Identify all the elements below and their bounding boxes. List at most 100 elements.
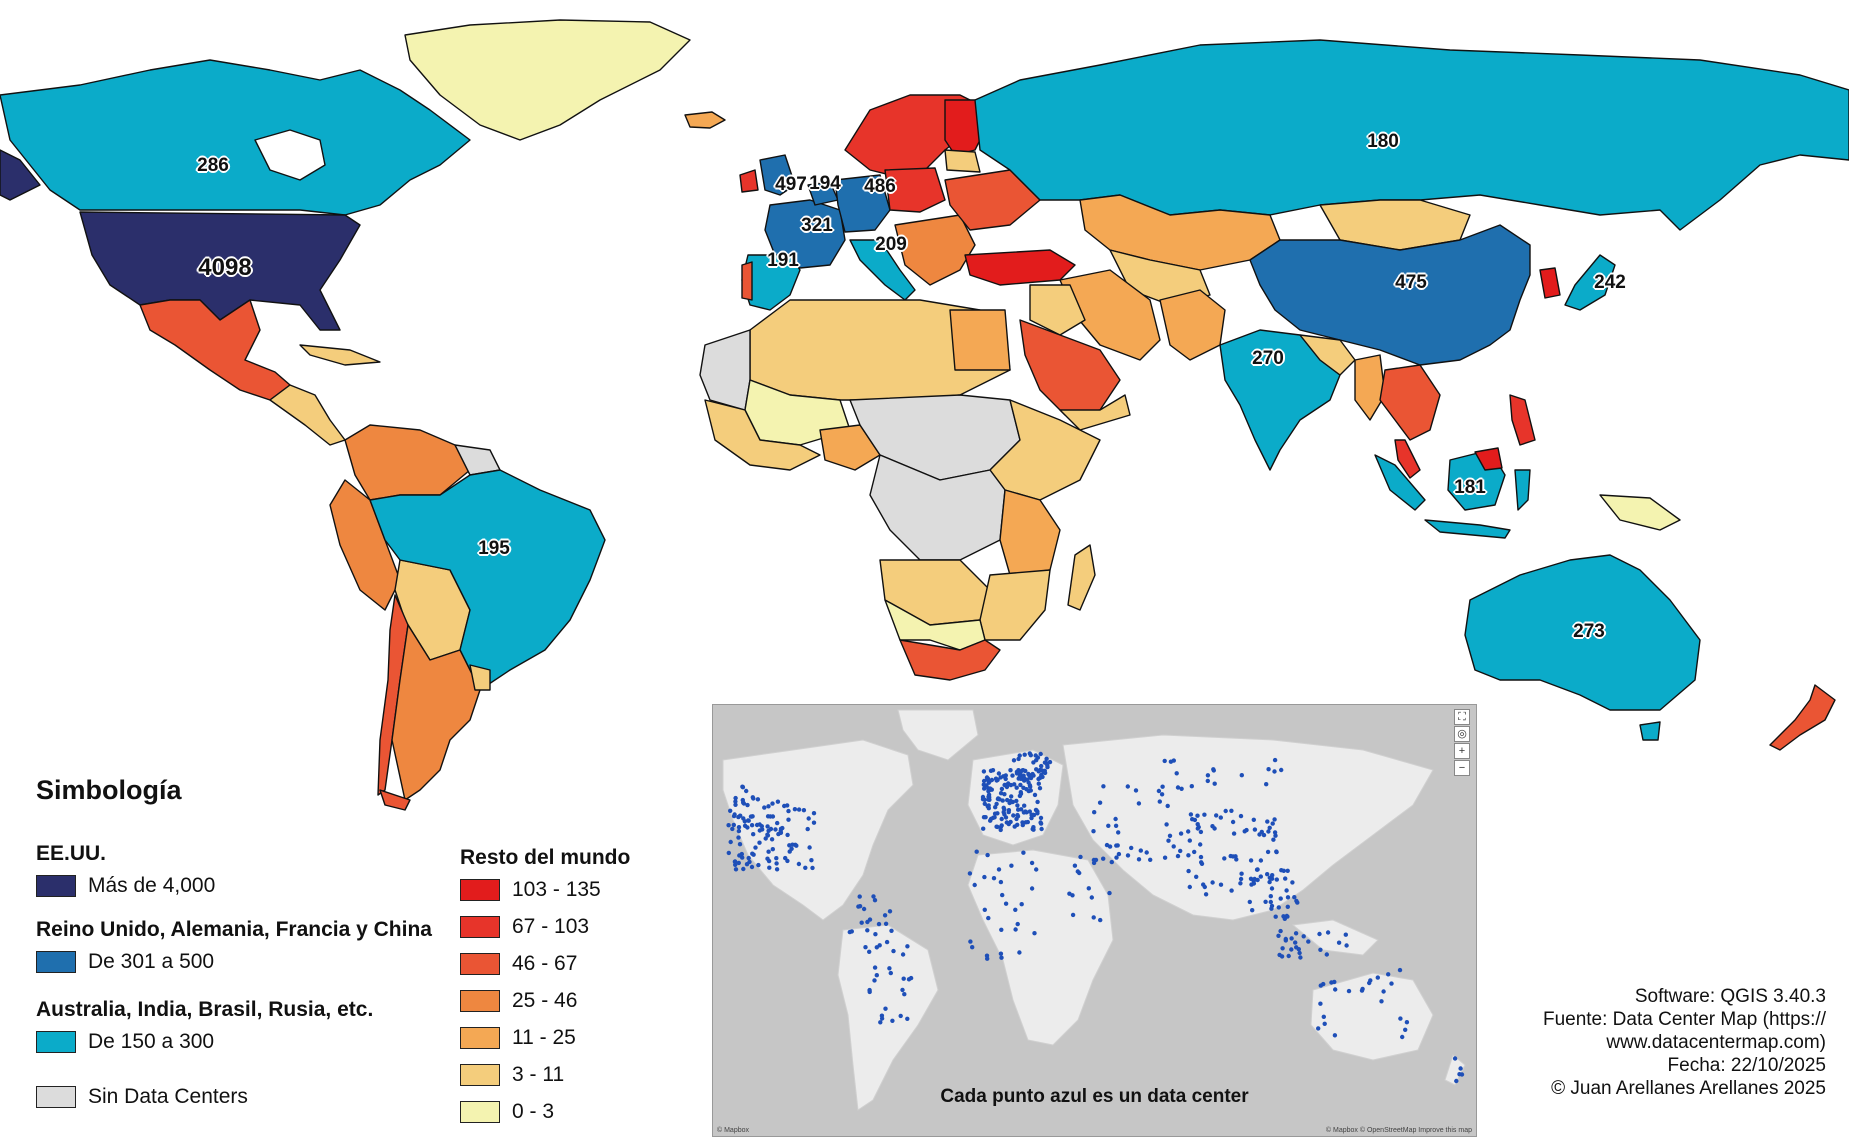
inset-datacenter-dot <box>1098 917 1103 923</box>
baltics-region <box>944 149 981 173</box>
inset-datacenter-dot <box>1188 812 1194 817</box>
inset-datacenter-dot <box>1274 877 1279 882</box>
inset-datacenter-dot <box>908 975 914 981</box>
inset-datacenter-dot <box>1301 934 1306 939</box>
inset-datacenter-dot <box>1198 829 1204 835</box>
legend-rest-label: 103 - 135 <box>512 878 601 901</box>
label-italy: 209 <box>875 234 907 255</box>
inset-datacenter-dot <box>1266 767 1271 772</box>
ireland-region <box>739 169 759 193</box>
inset-datacenter-dot <box>1125 784 1130 789</box>
inset-attribution-right[interactable]: © Mapbox © OpenStreetMap Improve this ma… <box>1325 1127 1472 1134</box>
inset-datacenter-dot <box>1165 803 1170 809</box>
inset-datacenter-dot <box>1015 803 1020 808</box>
inset-datacenter-dot <box>1035 755 1041 760</box>
inset-datacenter-dot <box>865 919 870 925</box>
inset-datacenter-dot <box>902 992 907 997</box>
inset-datacenter-dot <box>775 820 780 826</box>
inset-datacenter-dot <box>786 808 791 814</box>
inset-datacenter-dot <box>766 849 771 854</box>
poland-region <box>884 167 946 213</box>
inset-datacenter-dot <box>1037 775 1043 781</box>
inset-datacenter-dot <box>1013 907 1018 912</box>
label-france: 321 <box>801 215 833 236</box>
inset-datacenter-dot <box>1114 855 1119 860</box>
inset-zoom-out-button[interactable]: − <box>1454 760 1470 776</box>
inset-datacenter-dot <box>1005 797 1010 803</box>
inset-datacenter-dot <box>998 827 1003 833</box>
inset-datacenter-dot <box>1282 916 1287 921</box>
inset-datacenter-dot <box>1269 903 1275 909</box>
inset-datacenter-dot <box>1317 931 1322 937</box>
inset-datacenter-dot <box>1270 873 1275 878</box>
legend-rest-item: 67 - 103 <box>460 915 589 939</box>
gulf-guinea-region <box>704 399 821 471</box>
inset-datacenter-dot <box>744 788 749 794</box>
inset-datacenter-dot <box>1251 881 1257 886</box>
inset-datacenter-dot <box>1010 773 1015 778</box>
inset-datacenter-dot <box>1018 791 1024 796</box>
inset-datacenter-dot <box>1166 838 1171 843</box>
inset-datacenter-dot <box>1404 1020 1410 1025</box>
inset-datacenter-dot <box>1229 808 1234 813</box>
inset-datacenter-dot <box>1244 827 1249 833</box>
inset-datacenter-dot <box>1014 798 1019 804</box>
inset-datacenter-dot <box>1175 853 1181 859</box>
inset-datacenter-dot <box>1047 759 1053 765</box>
inset-datacenter-dot <box>1116 851 1122 857</box>
inset-datacenter-map: ⛶ ◎ + − Cada punto azul es un data cente… <box>712 704 1477 1137</box>
legend: Simbología EE.UU. Más de 4,000 Reino Uni… <box>36 770 676 1123</box>
inset-datacenter-dot <box>1271 837 1276 842</box>
inset-datacenter-dot <box>1078 854 1083 860</box>
label-germany: 486 <box>864 176 896 197</box>
central-america-region <box>269 384 346 446</box>
inset-zoom-in-button[interactable]: + <box>1454 743 1470 759</box>
inset-datacenter-dot <box>1210 880 1215 885</box>
inset-datacenter-dot <box>774 856 779 861</box>
legend-rest-item: 3 - 11 <box>460 1063 564 1087</box>
inset-datacenter-dot <box>726 850 731 856</box>
cuba-region <box>299 344 381 366</box>
inset-datacenter-dot <box>1321 1014 1326 1019</box>
inset-datacenter-dot <box>1318 983 1323 988</box>
credits-software: Software: QGIS 3.40.3 <box>1634 986 1826 1007</box>
inset-datacenter-dot <box>974 849 979 854</box>
legend-swatch-rest <box>460 1027 500 1049</box>
legend-group3-label: De 150 a 300 <box>88 1030 215 1053</box>
inset-datacenter-dot <box>1223 808 1228 814</box>
inset-datacenter-dot <box>1231 831 1237 836</box>
inset-datacenter-dot <box>1286 953 1291 959</box>
inset-datacenter-dot <box>730 826 735 832</box>
new-zealand-region <box>1769 684 1836 751</box>
inset-datacenter-dot <box>1003 815 1009 820</box>
inset-datacenter-dot <box>983 815 988 820</box>
legend-swatch-rest <box>460 1101 500 1123</box>
inset-datacenter-dot <box>1003 901 1009 906</box>
inset-datacenter-dot <box>1296 947 1301 952</box>
inset-datacenter-dot <box>768 826 774 832</box>
inset-datacenter-dot <box>994 824 999 829</box>
inset-datacenter-dot <box>1306 939 1311 944</box>
inset-datacenter-dot <box>732 859 738 864</box>
inset-fullscreen-button[interactable]: ⛶ <box>1454 709 1470 725</box>
inset-datacenter-dot <box>750 851 755 856</box>
inset-datacenter-dot <box>766 858 772 864</box>
inset-datacenter-dot <box>790 842 795 847</box>
inset-locate-button[interactable]: ◎ <box>1454 726 1470 742</box>
inset-datacenter-dot <box>1269 876 1275 881</box>
legend-swatch-rest <box>460 953 500 975</box>
inset-datacenter-dot <box>1012 824 1017 829</box>
inset-datacenter-dot <box>731 813 737 819</box>
inset-datacenter-dot <box>1332 979 1337 985</box>
mexico-region <box>139 299 291 401</box>
inset-datacenter-dot <box>1324 952 1329 957</box>
inset-datacenter-dot <box>786 817 791 822</box>
inset-datacenter-dot <box>988 786 993 791</box>
inset-datacenter-dot <box>751 796 756 801</box>
inset-datacenter-dot <box>999 955 1004 960</box>
inset-datacenter-dot <box>1189 784 1194 789</box>
inset-datacenter-dot <box>1029 815 1034 821</box>
inset-datacenter-dot <box>1019 807 1024 812</box>
inset-datacenter-dot <box>878 1020 883 1025</box>
inset-datacenter-dot <box>759 824 764 829</box>
